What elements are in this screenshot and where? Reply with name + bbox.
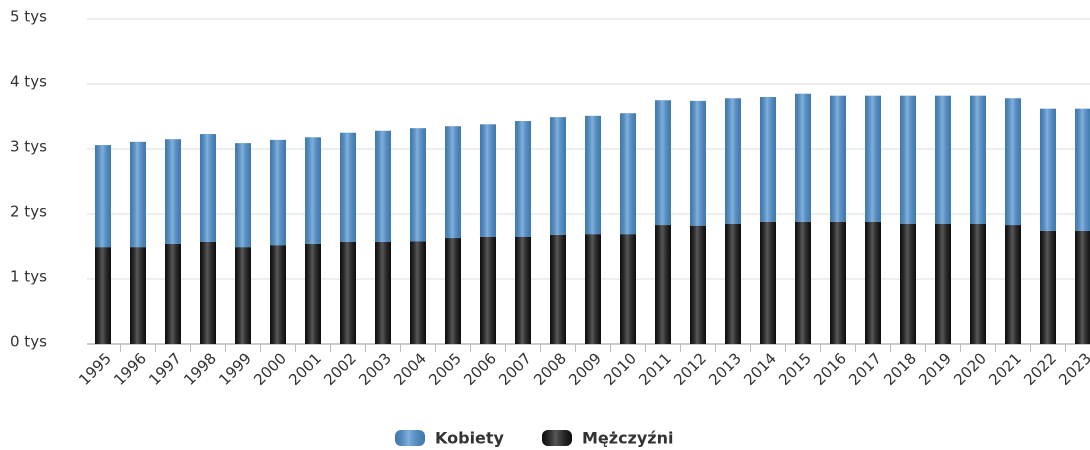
x-tick-label: 2023 <box>1055 349 1090 389</box>
x-tick-label: 2007 <box>495 349 535 389</box>
x-tick-label: 2006 <box>460 349 500 389</box>
x-tick-label: 2013 <box>705 349 745 389</box>
bar-shine <box>445 126 461 239</box>
y-tick-label: 0 tys <box>10 333 47 351</box>
bar-shine <box>340 241 356 344</box>
bar-shine <box>970 223 986 344</box>
bar-shine <box>95 145 111 248</box>
bar-shine <box>340 132 356 242</box>
bar-shine <box>655 225 671 344</box>
y-tick-label: 5 tys <box>10 8 47 26</box>
x-tick-label: 2016 <box>810 349 850 389</box>
bar-shine <box>200 241 216 344</box>
x-tick-label: 2008 <box>530 349 570 389</box>
x-tick-label: 2012 <box>670 349 710 389</box>
bar-shine <box>480 236 496 344</box>
x-tick-label: 2010 <box>600 349 640 389</box>
bar-shine <box>1005 225 1021 344</box>
bar-shine <box>1005 98 1021 226</box>
bar-shine <box>235 143 251 248</box>
bar-shine <box>515 236 531 344</box>
bar-shine <box>165 243 181 344</box>
x-tick-label: 2005 <box>425 349 465 389</box>
x-tick-label: 2015 <box>775 349 815 389</box>
x-tick-label: 2009 <box>565 349 605 389</box>
bar-shine <box>795 221 811 344</box>
bar-shine <box>830 95 846 222</box>
bar-shine <box>655 100 671 226</box>
x-tick-label: 1996 <box>110 349 150 389</box>
legend-label: Mężczyźni <box>582 429 674 448</box>
bar-shine <box>305 137 321 244</box>
bar-shine <box>935 223 951 344</box>
bar-shine <box>410 128 426 242</box>
bar-shine <box>760 97 776 222</box>
bar-shine <box>95 247 111 344</box>
bar-shine <box>1040 230 1056 344</box>
bar-shine <box>620 113 636 235</box>
legend-label: Kobiety <box>435 429 505 448</box>
bar-shine <box>1040 108 1056 231</box>
bar-shine <box>585 234 601 344</box>
legend-swatch-shine <box>541 430 572 446</box>
bar-shine <box>305 243 321 344</box>
bar-shine <box>515 121 531 237</box>
x-tick-label: 1998 <box>180 349 220 389</box>
bar-shine <box>725 98 741 224</box>
x-tick-label: 2018 <box>880 349 920 389</box>
x-tick-label: 1999 <box>215 349 255 389</box>
x-tick-label: 2003 <box>355 349 395 389</box>
bar-shine <box>585 115 601 235</box>
bar-shine <box>550 234 566 344</box>
x-tick-label: 2019 <box>915 349 955 389</box>
x-tick-label: 2000 <box>250 349 290 389</box>
y-tick-label: 2 tys <box>10 203 47 221</box>
y-tick-label: 4 tys <box>10 73 47 91</box>
bar-shine <box>690 100 706 226</box>
bar-shine <box>445 238 461 344</box>
x-tick-label: 1995 <box>75 349 115 389</box>
x-tick-label: 2020 <box>950 349 990 389</box>
bar-shine <box>620 234 636 344</box>
bar-shine <box>830 221 846 344</box>
bar-shine <box>865 221 881 344</box>
bar-shine <box>935 95 951 224</box>
bar-shine <box>690 225 706 344</box>
bar-shine <box>760 221 776 344</box>
bar-shine <box>375 130 391 242</box>
bar-shine <box>200 134 216 242</box>
x-tick-label: 2017 <box>845 349 885 389</box>
bar-shine <box>865 95 881 222</box>
bar-shine <box>270 139 286 246</box>
x-tick-label: 2021 <box>985 349 1025 389</box>
x-tick-label: 2011 <box>635 349 675 389</box>
bar-shine <box>725 223 741 344</box>
bar-shine <box>235 247 251 344</box>
bar-shine <box>900 223 916 344</box>
x-tick-label: 2022 <box>1020 349 1060 389</box>
x-tick-label: 2001 <box>285 349 325 389</box>
x-tick-label: 2002 <box>320 349 360 389</box>
legend-swatch-shine <box>395 430 425 446</box>
bar-shine <box>970 95 986 224</box>
bar-shine <box>130 247 146 344</box>
x-tick-label: 2014 <box>740 349 780 389</box>
bar-shine <box>795 93 811 222</box>
bar-shine <box>410 241 426 344</box>
x-tick-label: 1997 <box>145 349 185 389</box>
y-tick-label: 1 tys <box>10 268 47 286</box>
bar-shine <box>165 139 181 244</box>
bar-shine <box>270 245 286 344</box>
bar-shine <box>375 241 391 344</box>
x-tick-label: 2004 <box>390 349 430 389</box>
bar-shine <box>130 141 146 248</box>
bar-shine <box>550 117 566 235</box>
bar-shine <box>900 95 916 224</box>
bar-shine <box>480 124 496 237</box>
bar-shine <box>1075 230 1090 344</box>
y-tick-label: 3 tys <box>10 138 47 156</box>
bar-shine <box>1075 108 1090 231</box>
